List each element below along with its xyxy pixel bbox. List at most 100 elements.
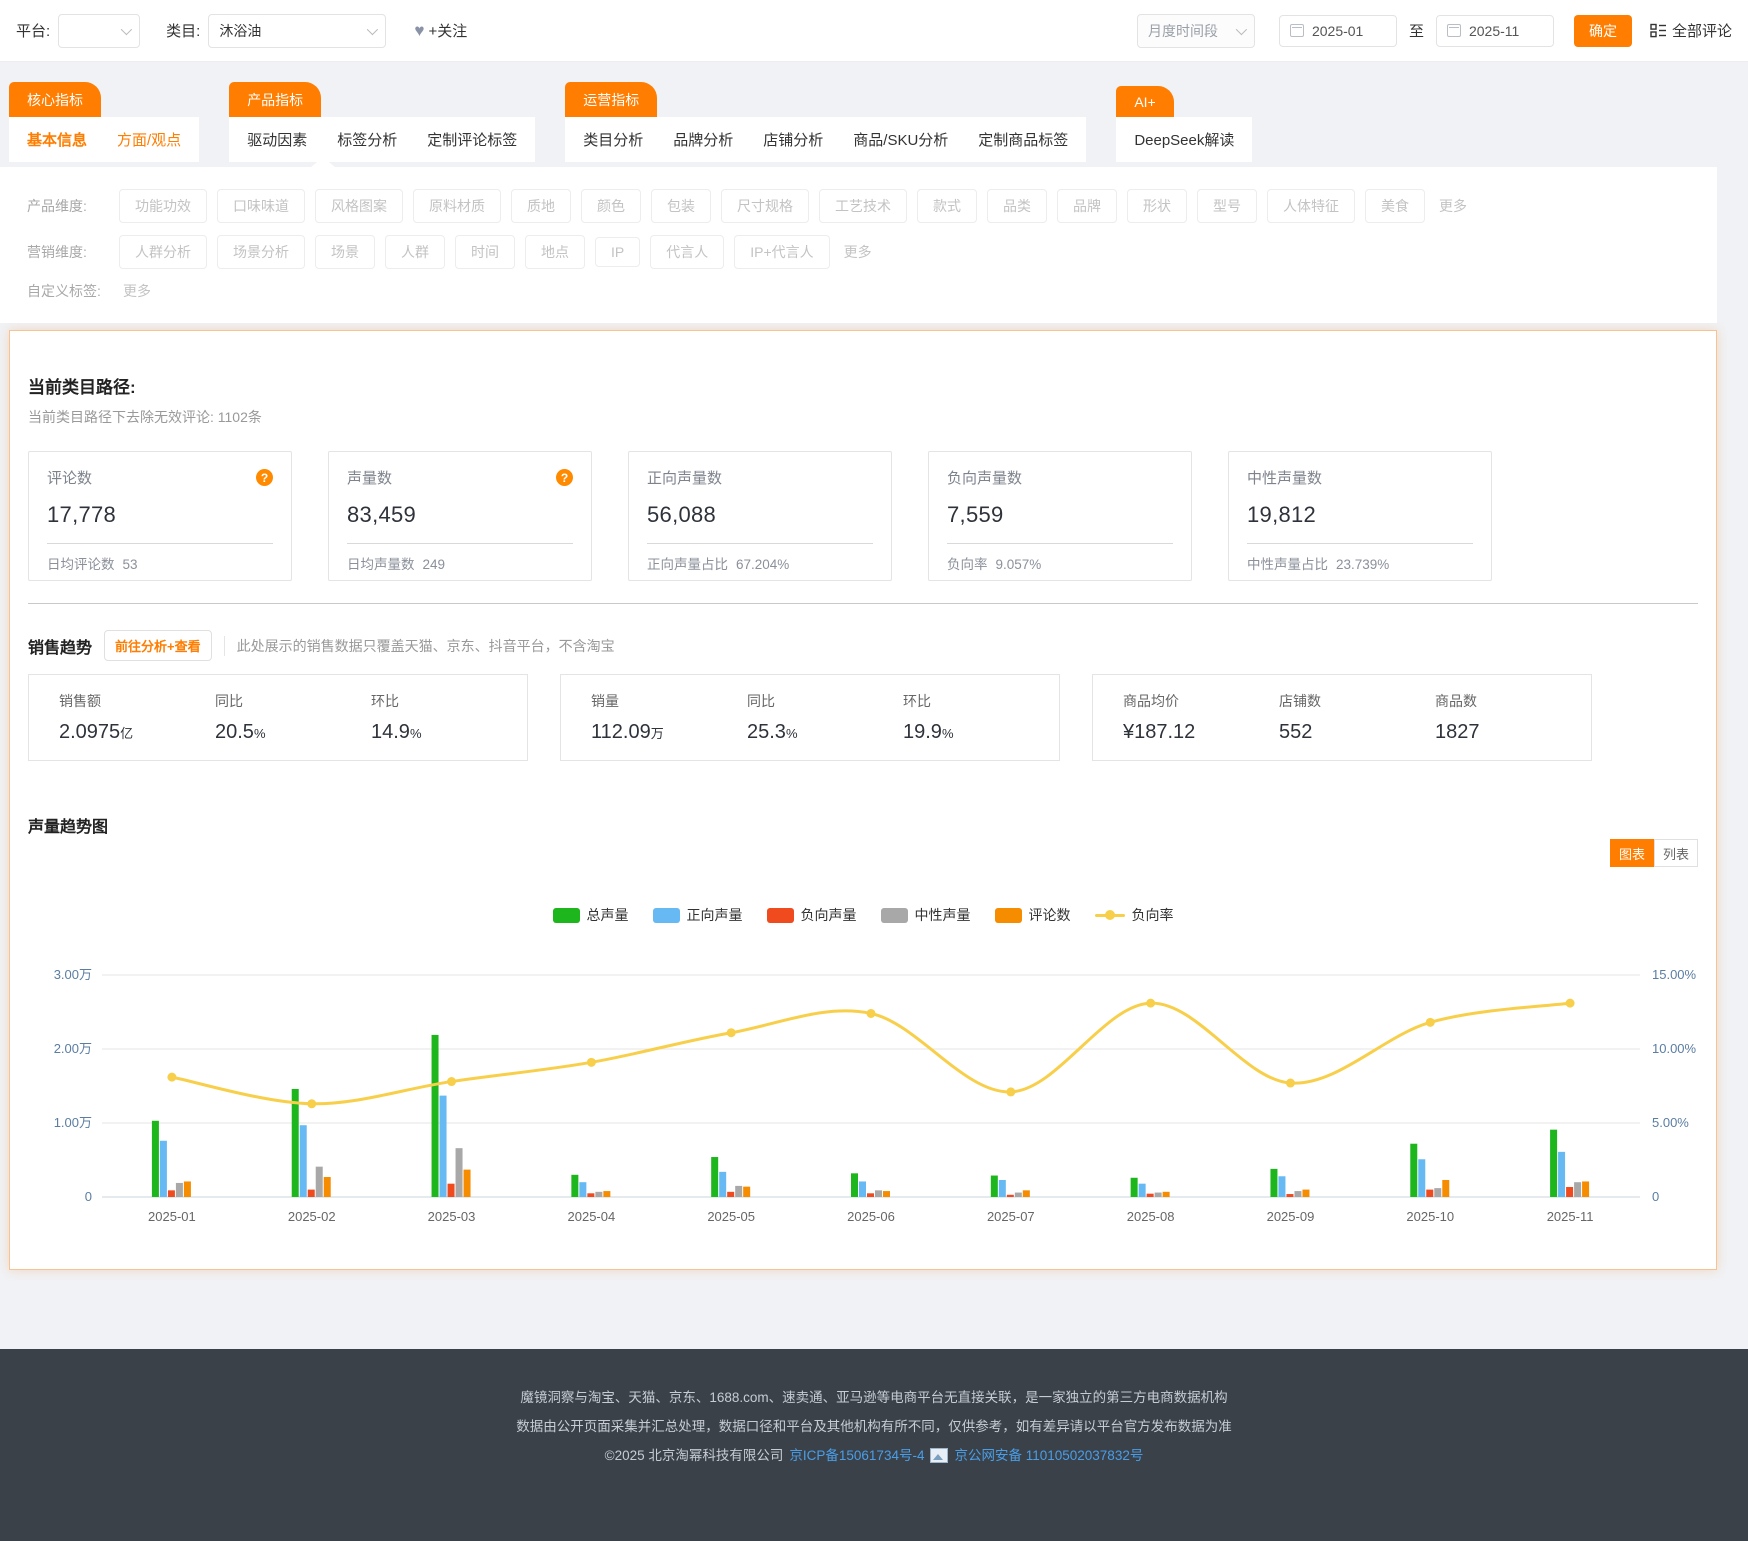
legend-item-5[interactable]: 负向率 — [1094, 905, 1174, 925]
filter-tag-0-6[interactable]: 包装 — [651, 189, 711, 223]
legend-item-4[interactable]: 评论数 — [994, 905, 1071, 925]
chevron-down-icon — [367, 23, 379, 35]
all-comments-button[interactable]: 全部评论 — [1650, 20, 1732, 41]
more-link-1[interactable]: 更多 — [843, 244, 872, 260]
stat-card-footer: 中性声量占比 23.739% — [1247, 544, 1473, 573]
date-range-to-label: 至 — [1408, 23, 1424, 40]
filter-tag-0-12[interactable]: 形状 — [1127, 189, 1187, 223]
goto-analysis-button[interactable]: 前往分析+查看 — [104, 630, 212, 661]
stat-foot-value: 9.057% — [995, 557, 1042, 572]
stat-foot-value: 67.204% — [736, 557, 790, 572]
filter-tag-1-4[interactable]: 时间 — [455, 235, 515, 269]
stat-foot-value: 249 — [422, 557, 446, 572]
nav-item-2-1[interactable]: 品牌分析 — [673, 132, 734, 149]
stat-card-value: 56,088 — [647, 502, 717, 527]
filter-tag-1-6[interactable]: IP — [595, 237, 641, 267]
stat-foot-value: 23.739% — [1336, 557, 1390, 572]
stat-card-2: 正向声量数 56,088 正向声量占比 67.204% — [628, 451, 892, 581]
date-to-input[interactable]: 2025-11 — [1435, 14, 1554, 47]
help-icon[interactable]: ? — [256, 469, 273, 486]
filter-tag-1-2[interactable]: 场景 — [315, 235, 375, 269]
stat-card-footer: 日均评论数 53 — [47, 544, 273, 573]
category-label: 类目: — [166, 23, 201, 40]
sales-metric-unit: % — [941, 726, 954, 741]
sales-metric-2-2: 商品数 1827 — [1435, 691, 1591, 760]
calendar-icon — [1289, 24, 1304, 37]
nav-tab-1[interactable]: 产品指标 — [229, 82, 322, 117]
sales-note: 此处展示的销售数据只覆盖天猫、京东、抖音平台，不含淘宝 — [223, 635, 615, 656]
stat-card-value: 17,778 — [47, 502, 117, 527]
sales-metric-label: 同比 — [215, 693, 243, 709]
legend-item-1[interactable]: 正向声量 — [652, 905, 743, 925]
filter-tag-0-15[interactable]: 美食 — [1365, 189, 1425, 223]
period-select[interactable]: 月度时间段 — [1136, 13, 1255, 48]
filter-tag-0-11[interactable]: 品牌 — [1057, 189, 1117, 223]
more-link-2[interactable]: 更多 — [123, 283, 151, 299]
filter-tag-1-1[interactable]: 场景分析 — [217, 235, 305, 269]
filter-tag-0-8[interactable]: 工艺技术 — [819, 189, 907, 223]
stat-foot-label: 正向声量占比 — [647, 557, 728, 572]
legend-item-3[interactable]: 中性声量 — [880, 905, 971, 925]
stat-card-value: 19,812 — [1247, 502, 1317, 527]
category-path-title: 当前类目路径: — [28, 378, 136, 397]
nav-tab-3[interactable]: AI+ — [1116, 86, 1174, 117]
filter-tag-0-3[interactable]: 原料材质 — [413, 189, 501, 223]
help-icon[interactable]: ? — [556, 469, 573, 486]
filter-tag-0-9[interactable]: 款式 — [917, 189, 977, 223]
filter-tag-1-7[interactable]: 代言人 — [650, 235, 725, 269]
legend-item-0[interactable]: 总声量 — [552, 905, 629, 925]
nav-item-2-2[interactable]: 店铺分析 — [763, 132, 824, 149]
all-comments-label: 全部评论 — [1671, 23, 1732, 40]
follow-button[interactable]: ♥ +关注 — [414, 20, 467, 41]
nav-item-1-0[interactable]: 驱动因素 — [247, 132, 308, 149]
svg-text:15.00%: 15.00% — [1652, 967, 1697, 982]
footer-disclaimer-1: 魔镜洞察与淘宝、天猫、京东、1688.com、速卖通、亚马逊等电商平台无直接关联… — [520, 1390, 1228, 1405]
more-link-0[interactable]: 更多 — [1439, 198, 1467, 214]
sales-metric-label: 同比 — [747, 693, 775, 709]
nav-item-3-0[interactable]: DeepSeek解读 — [1134, 132, 1235, 149]
filter-tag-1-0[interactable]: 人群分析 — [119, 235, 207, 269]
filter-tag-1-8[interactable]: IP+代言人 — [734, 235, 830, 269]
stat-foot-label: 日均声量数 — [347, 557, 415, 572]
toggle-list-button[interactable]: 列表 — [1654, 839, 1698, 867]
period-select-value: 月度时间段 — [1147, 22, 1218, 39]
date-from-input[interactable]: 2025-01 — [1278, 14, 1397, 47]
icp-license-link[interactable]: 京ICP备15061734号-4 — [789, 1448, 925, 1463]
filter-tag-0-0[interactable]: 功能功效 — [119, 189, 207, 223]
filter-tag-0-14[interactable]: 人体特征 — [1267, 189, 1355, 223]
nav-tab-0[interactable]: 核心指标 — [9, 82, 101, 117]
nav-tab-2[interactable]: 运营指标 — [565, 82, 658, 117]
nav-item-1-2[interactable]: 定制评论标签 — [427, 132, 518, 149]
nav-item-0-1[interactable]: 方面/观点 — [117, 132, 182, 149]
nav-item-2-4[interactable]: 定制商品标签 — [978, 132, 1069, 149]
legend-item-2[interactable]: 负向声量 — [766, 905, 857, 925]
volume-trend-chart: 0 0 1.00万 5.00% 2.00万 10.00% 3.00万 15.00% 2025-0… — [54, 967, 1697, 1224]
platform-select[interactable] — [58, 13, 141, 48]
panel-arrow — [310, 157, 336, 168]
stat-cards-row: 评论数? 17,778 日均评论数 53 声量数? 83,459 日均声量数 249 正向声量数… — [28, 451, 1698, 581]
sales-metric-unit: % — [409, 726, 422, 741]
filter-tag-0-5[interactable]: 颜色 — [581, 189, 641, 223]
footer: 魔镜洞察与淘宝、天猫、京东、1688.com、速卖通、亚马逊等电商平台无直接关联… — [0, 1349, 1748, 1541]
sales-metric-unit: 亿 — [120, 726, 134, 741]
sales-metric-value: 19.9% — [903, 721, 954, 743]
filter-row-label-0: 产品维度: — [27, 198, 87, 214]
filter-tag-0-7[interactable]: 尺寸规格 — [721, 189, 809, 223]
filter-tag-0-2[interactable]: 风格图案 — [315, 189, 403, 223]
nav-item-2-0[interactable]: 类目分析 — [583, 132, 644, 149]
confirm-button[interactable]: 确定 — [1573, 14, 1632, 47]
svg-text:2025-08: 2025-08 — [1127, 1209, 1175, 1224]
police-license-link[interactable]: 京公网安备 11010502037832号 — [954, 1448, 1144, 1463]
filter-tag-1-3[interactable]: 人群 — [385, 235, 445, 269]
volume-chart-title: 声量趋势图 — [28, 819, 109, 836]
nav-item-1-1[interactable]: 标签分析 — [337, 132, 398, 149]
category-select[interactable]: 沐浴油 — [208, 13, 387, 48]
filter-tag-1-5[interactable]: 地点 — [525, 235, 585, 269]
toggle-chart-button[interactable]: 图表 — [1610, 839, 1654, 867]
filter-tag-0-4[interactable]: 质地 — [511, 189, 571, 223]
nav-item-0-0[interactable]: 基本信息 — [27, 132, 88, 149]
filter-tag-0-1[interactable]: 口味味道 — [217, 189, 305, 223]
nav-item-2-3[interactable]: 商品/SKU分析 — [853, 132, 949, 149]
filter-tag-0-13[interactable]: 型号 — [1197, 189, 1257, 223]
filter-tag-0-10[interactable]: 品类 — [987, 189, 1047, 223]
